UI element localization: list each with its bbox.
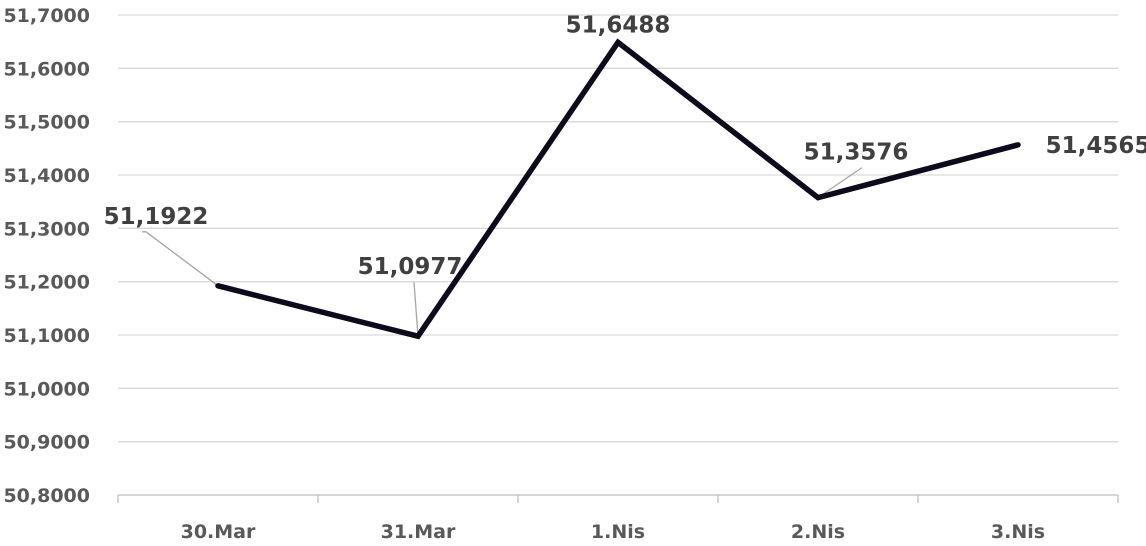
x-tick-label: 1.Nis [591,521,645,543]
y-tick-label: 51,3000 [3,218,90,240]
y-tick-label: 51,5000 [3,112,90,134]
data-label: 51,6488 [566,12,671,38]
x-tick-label: 3.Nis [991,521,1045,543]
x-tick-label: 30.Mar [181,521,256,543]
y-tick-label: 51,1000 [3,325,90,347]
y-tick-label: 51,0000 [3,378,90,400]
data-label: 51,0977 [358,254,463,280]
data-label-leader [142,231,219,287]
y-tick-label: 50,8000 [3,485,90,507]
gridlines [118,14,1118,443]
x-tick-label: 31.Mar [381,521,456,543]
series-lines [215,38,1021,340]
data-label: 51,4565 [1046,133,1146,159]
series-line [215,38,1021,340]
data-labels: 51,1922 51,0977 51,6488 51,3576 51,4565 [104,12,1146,280]
data-label-leader-lines [142,167,863,337]
data-label-leader [413,282,419,337]
y-tick-label: 51,2000 [3,272,90,294]
y-tick-label: 50,9000 [3,432,90,454]
data-label: 51,3576 [804,140,909,166]
y-tick-label: 51,7000 [3,5,90,27]
x-axis-tick-labels: 30.Mar 31.Mar 1.Nis 2.Nis 3.Nis [181,521,1045,543]
y-tick-label: 51,6000 [3,58,90,80]
y-tick-label: 51,4000 [3,165,90,187]
x-tick-label: 2.Nis [791,521,845,543]
x-axis [117,494,1119,503]
y-axis-tick-labels: 50,8000 50,9000 51,0000 51,1000 51,2000 51,30… [3,5,90,507]
data-label: 51,1922 [104,204,209,230]
data-label-leader [817,167,863,199]
